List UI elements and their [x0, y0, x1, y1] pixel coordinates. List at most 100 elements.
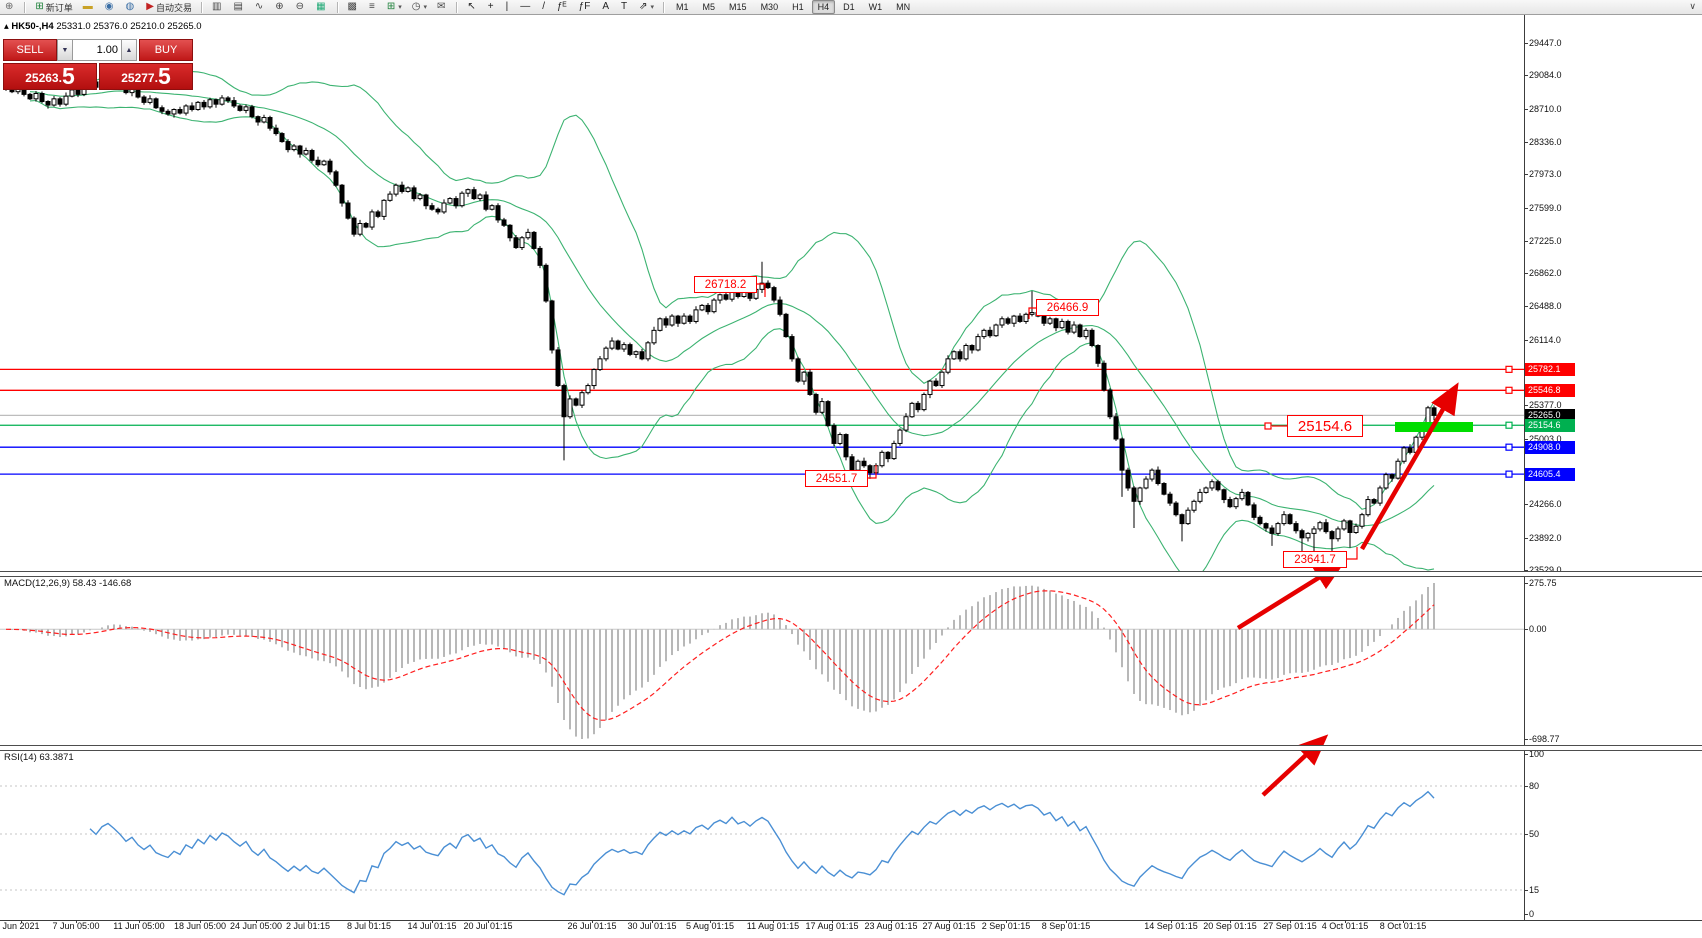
app-icon[interactable]: ⊕ — [1, 0, 19, 14]
time-tick-label: 4 Oct 01:15 — [1321, 921, 1369, 931]
sell-button[interactable]: SELL — [3, 39, 57, 61]
timeframe-m5[interactable]: M5 — [702, 2, 716, 12]
timeframe-h1[interactable]: H1 — [792, 2, 804, 12]
volume-down-button[interactable]: ▼ — [57, 39, 73, 61]
text-icon: A — [602, 1, 609, 12]
time-tick-label: 24 Jun 05:00 — [229, 921, 283, 931]
line-handle[interactable] — [1505, 386, 1513, 394]
chart-header: ▴ HK50-,H4 25331.0 25376.0 25210.0 25265… — [4, 21, 202, 32]
profiles-icon: ▩ — [347, 1, 357, 12]
price-annotation[interactable]: 25154.6 — [1287, 415, 1363, 437]
text-icon[interactable]: A — [598, 0, 615, 14]
time-tick-label: 23 Aug 01:15 — [864, 921, 918, 931]
price-annotation[interactable]: 23641.7 — [1283, 551, 1347, 568]
price-level-tag: 25546.8 — [1525, 384, 1575, 397]
crosshair-icon[interactable]: + — [484, 0, 500, 14]
label-icon: T — [621, 1, 628, 12]
line-handle[interactable] — [1505, 365, 1513, 373]
price-tick-label: 25377.0 — [1529, 400, 1562, 410]
zoom-out-icon: ⊖ — [295, 1, 305, 12]
zoom-in-icon: ⊕ — [275, 1, 284, 12]
time-tick-mark — [256, 920, 257, 923]
vline-icon[interactable]: | — [502, 0, 515, 14]
collapse-triangle-icon[interactable]: ▴ — [4, 21, 9, 32]
timeframe-mn[interactable]: MN — [896, 2, 911, 12]
pane-separator-rsi[interactable] — [0, 745, 1702, 751]
timeframe-h4[interactable]: H4 — [811, 0, 836, 14]
volume-input[interactable] — [73, 39, 121, 61]
line-chart-icon[interactable]: ∿ — [251, 0, 269, 14]
gold-icon[interactable]: ▬ — [79, 0, 99, 14]
price-level-tag: 24908.0 — [1525, 441, 1575, 454]
profiles-icon[interactable]: ▩ — [344, 0, 363, 14]
time-tick-label: 11 Jun 05:00 — [113, 921, 165, 931]
label-icon[interactable]: T — [617, 0, 633, 14]
template-icon: ✉ — [436, 1, 446, 12]
time-tick-mark — [1230, 920, 1231, 923]
buy-price-box[interactable]: 25277. 5 — [99, 63, 193, 90]
arrows-icon[interactable]: ⇗ ▾ — [635, 0, 658, 14]
line-handle[interactable] — [1505, 421, 1513, 429]
dropdown-arrow-icon: ▾ — [650, 4, 655, 11]
bar-chart-icon[interactable]: ▥ — [208, 0, 227, 14]
trend-arrow[interactable] — [1360, 382, 1459, 551]
price-annotation[interactable]: 26718.2 — [694, 276, 757, 293]
time-tick-label: 8 Oct 01:15 — [1379, 921, 1427, 931]
profile-icon[interactable]: ◉ — [101, 0, 120, 14]
price-tick-mark — [1524, 439, 1528, 440]
cursor-icon[interactable]: ↖ — [463, 0, 481, 14]
timeframe-m1[interactable]: M1 — [676, 2, 689, 12]
price-tick-mark — [1524, 306, 1528, 307]
pane-separator-macd[interactable] — [0, 571, 1702, 577]
rsi-tick-mark — [1524, 786, 1528, 787]
volume-up-button[interactable]: ▲ — [121, 39, 137, 61]
trend-arrow[interactable] — [1236, 561, 1346, 630]
rsi-indicator-label: RSI(14) 63.3871 — [4, 752, 74, 763]
zoom-in-icon[interactable]: ⊕ — [271, 0, 289, 14]
line-handle[interactable] — [1505, 443, 1513, 451]
hline-icon[interactable]: — — [516, 0, 536, 14]
price-tick-label: 23892.0 — [1529, 533, 1562, 543]
price-annotation[interactable]: 24551.7 — [805, 470, 868, 487]
period-icon[interactable]: ◷ ▾ — [408, 0, 431, 14]
add-indicator-icon[interactable]: ⊞ ▾ — [383, 0, 406, 14]
line-handle[interactable] — [1505, 470, 1513, 478]
chevron-down-icon[interactable]: ∨ — [1689, 1, 1696, 11]
price-tick-label: 27599.0 — [1529, 203, 1562, 213]
zoom-out-icon[interactable]: ⊖ — [292, 0, 310, 14]
indicator-list-icon[interactable]: ≡ — [365, 0, 381, 14]
timeframe-m30[interactable]: M30 — [760, 2, 779, 12]
annotation-handle[interactable] — [1264, 422, 1272, 430]
time-tick-mark — [710, 920, 711, 923]
price-tick-mark — [1524, 538, 1528, 539]
sell-price-box[interactable]: 25263. 5 — [3, 63, 97, 90]
autotrade-button[interactable]: ▶ 自动交易 — [142, 0, 196, 14]
buy-button[interactable]: BUY — [139, 39, 193, 61]
tile-windows-icon[interactable]: ▦ — [312, 0, 331, 14]
time-tick-mark — [1066, 920, 1067, 923]
template-icon[interactable]: ✉ — [433, 0, 451, 14]
chart-symbol-period: HK50-,H4 — [11, 21, 54, 32]
timeframe-w1[interactable]: W1 — [868, 2, 883, 12]
price-annotation[interactable]: 26466.9 — [1036, 299, 1099, 316]
toolbar-tools: ⊕ ⊞ 新订单 ▬ ◉ ◍ ▶ 自动交易 ▥ ▤ ∿ ⊕ ⊖ ▦ ▩ ≡ ⊞ ▾ ◷ ▾ ✉ ↖ + | — / ƒᴱ ƒF A T ⇗ ▾ — [0, 0, 669, 14]
timeframe-m15[interactable]: M15 — [729, 2, 747, 12]
new-order-button[interactable]: ⊞ 新订单 — [31, 0, 76, 14]
rsi-tick-mark — [1524, 914, 1528, 915]
price-tick-label: 26114.0 — [1529, 335, 1561, 345]
timeframe-d1[interactable]: D1 — [843, 2, 855, 12]
rsi-tick-label: 80 — [1529, 781, 1540, 791]
drawn-objects — [757, 283, 1459, 797]
time-tick-label: 2 Sep 01:15 — [981, 921, 1031, 931]
fibonacci-icon[interactable]: ƒF — [575, 0, 597, 14]
time-tick-mark — [1345, 920, 1346, 923]
candle-chart-icon[interactable]: ▤ — [229, 0, 248, 14]
equidistant-channel-icon[interactable]: ƒᴱ — [553, 0, 573, 14]
signal-icon[interactable]: ◍ — [122, 0, 141, 14]
trendline-icon[interactable]: / — [538, 0, 551, 14]
macd-pane — [0, 583, 1524, 739]
signal-icon: ◍ — [125, 1, 135, 12]
macd-tick-mark — [1524, 629, 1528, 630]
time-tick-mark — [652, 920, 653, 923]
arrows-icon: ⇗ — [639, 1, 648, 12]
